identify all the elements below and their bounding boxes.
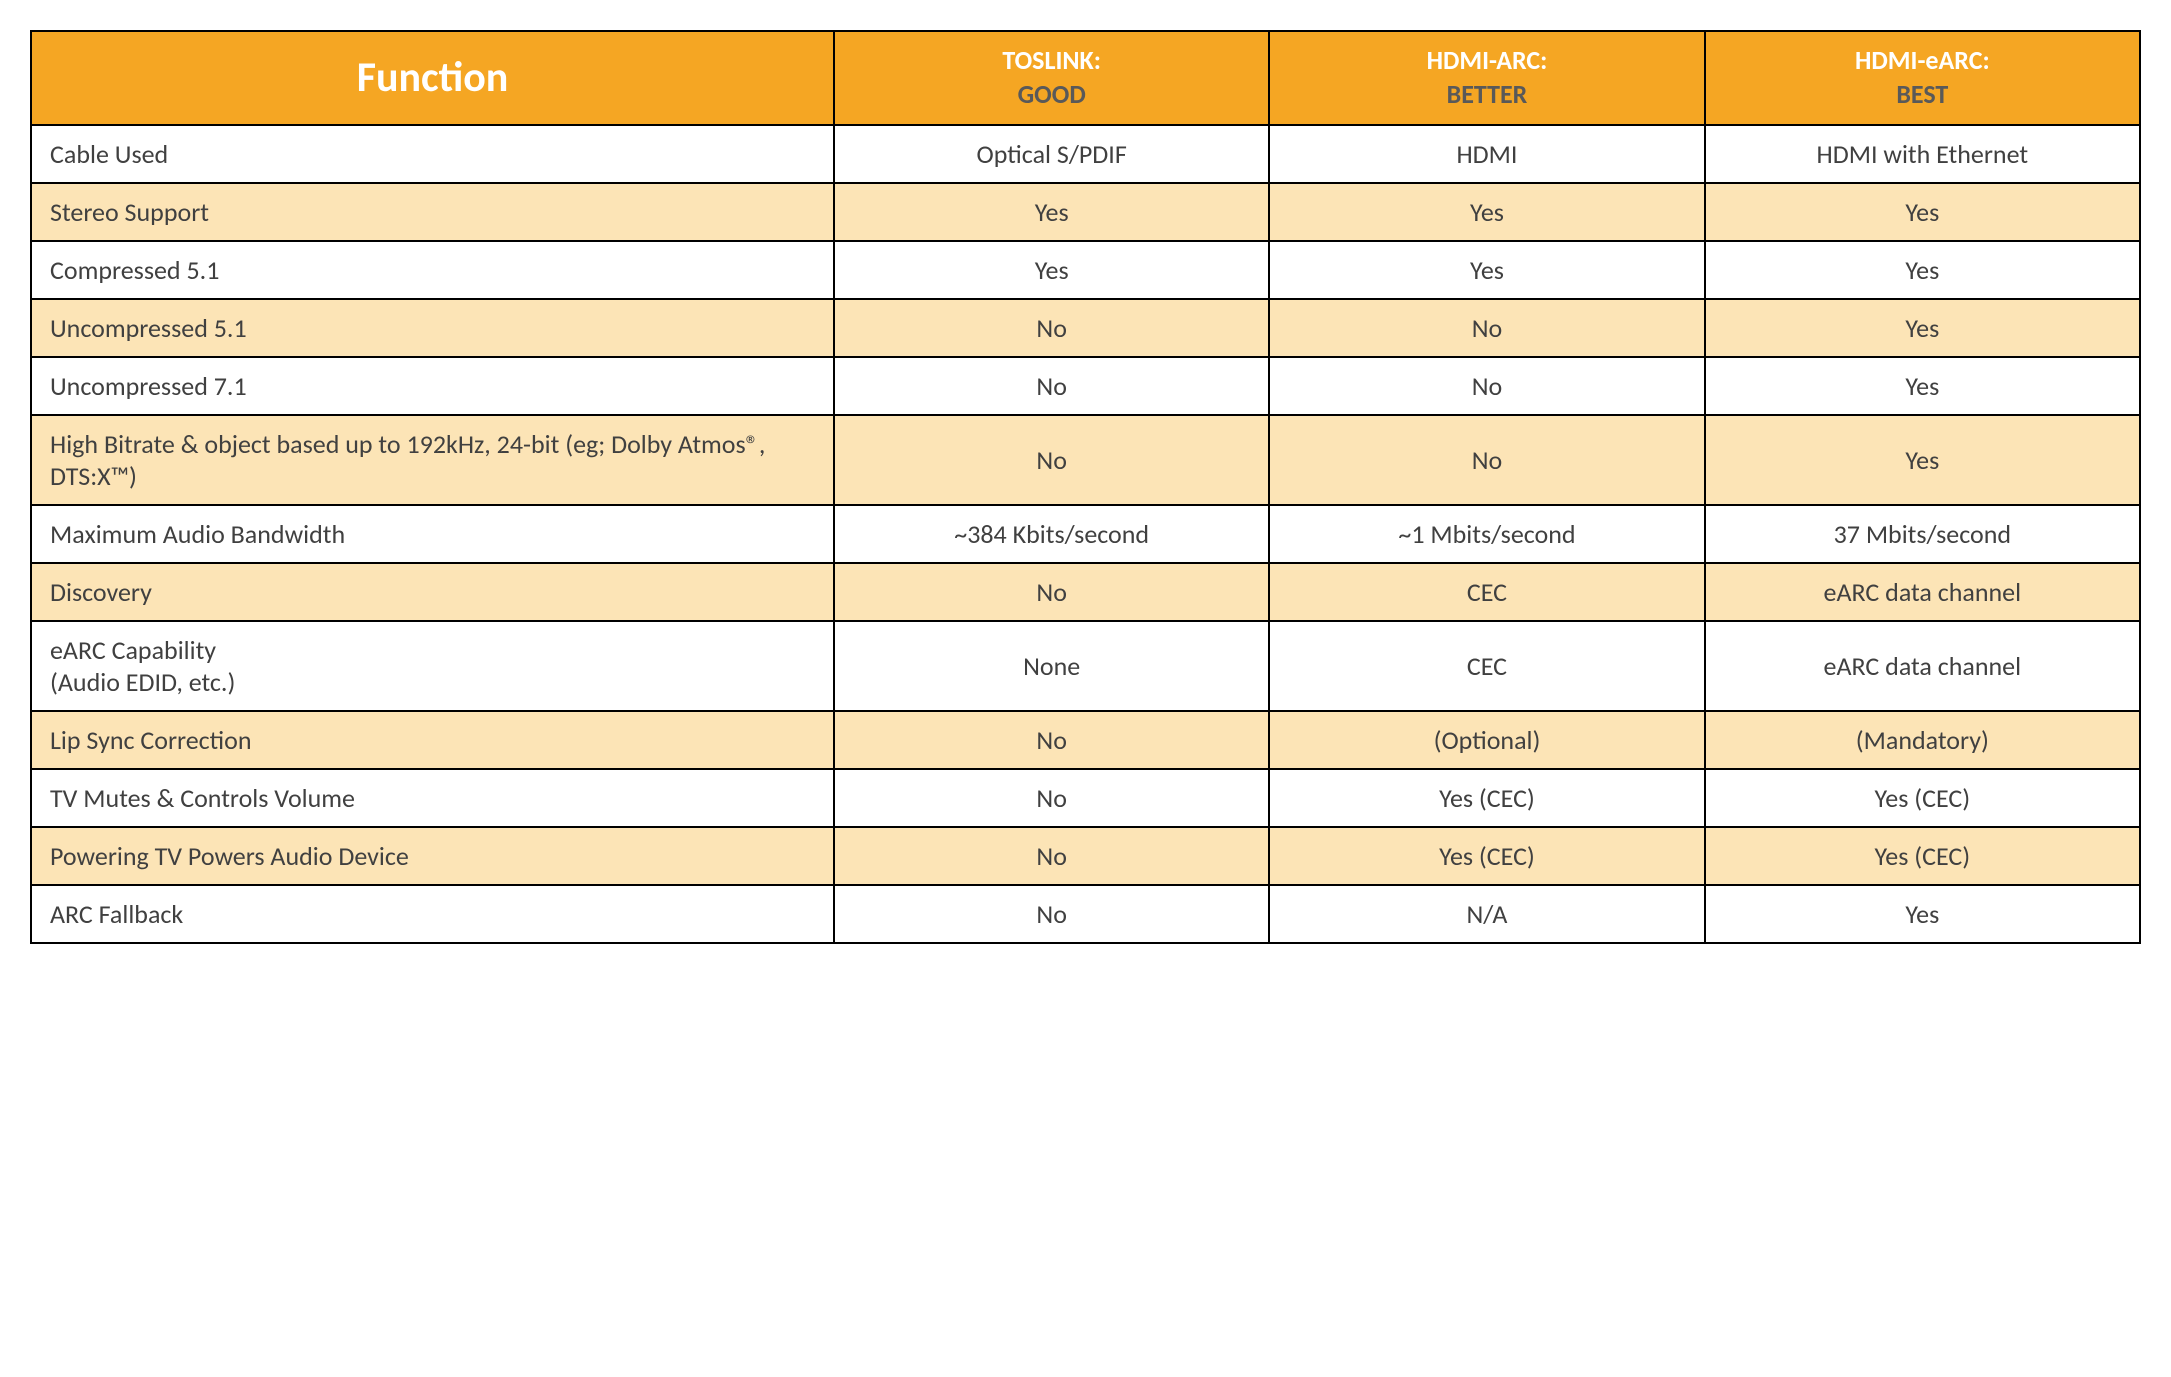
table-row: ARC FallbackNoN/AYes [31,885,2140,943]
function-cell: eARC Capability(Audio EDID, etc.) [31,621,834,711]
function-cell: Compressed 5.1 [31,241,834,299]
value-cell: No [834,885,1269,943]
header-col-line1: HDMI-eARC: [1724,44,2121,78]
function-cell: Powering TV Powers Audio Device [31,827,834,885]
value-cell: Yes [1705,415,2140,505]
table-row: Cable UsedOptical S/PDIFHDMIHDMI with Et… [31,125,2140,183]
function-cell: Uncompressed 5.1 [31,299,834,357]
value-cell: Yes [834,241,1269,299]
value-cell: Yes [1705,183,2140,241]
value-cell: 37 Mbits/second [1705,505,2140,563]
value-cell: Optical S/PDIF [834,125,1269,183]
header-col-hdmi-arc: HDMI-ARC: BETTER [1269,31,1704,125]
value-cell: Yes (CEC) [1705,827,2140,885]
value-cell: No [834,299,1269,357]
value-cell: (Optional) [1269,711,1704,769]
header-col-line2: BETTER [1288,78,1685,112]
value-cell: N/A [1269,885,1704,943]
table-row: Stereo SupportYesYesYes [31,183,2140,241]
value-cell: HDMI with Ethernet [1705,125,2140,183]
function-cell: TV Mutes & Controls Volume [31,769,834,827]
value-cell: No [834,415,1269,505]
function-cell: Lip Sync Correction [31,711,834,769]
value-cell: CEC [1269,621,1704,711]
table-row: DiscoveryNoCECeARC data channel [31,563,2140,621]
header-col-toslink: TOSLINK: GOOD [834,31,1269,125]
table-row: Uncompressed 7.1NoNoYes [31,357,2140,415]
header-function: Function [31,31,834,125]
value-cell: Yes [1705,885,2140,943]
header-col-line1: TOSLINK: [853,44,1250,78]
function-cell: High Bitrate & object based up to 192kHz… [31,415,834,505]
value-cell: No [834,769,1269,827]
value-cell: No [1269,299,1704,357]
value-cell: No [834,357,1269,415]
header-col-line2: GOOD [853,78,1250,112]
function-cell: Cable Used [31,125,834,183]
header-col-hdmi-earc: HDMI-eARC: BEST [1705,31,2140,125]
header-col-line2: BEST [1724,78,2121,112]
value-cell: ~1 Mbits/second [1269,505,1704,563]
table-row: Powering TV Powers Audio DeviceNoYes (CE… [31,827,2140,885]
value-cell: Yes (CEC) [1269,769,1704,827]
table-header-row: Function TOSLINK: GOOD HDMI-ARC: BETTER … [31,31,2140,125]
function-cell: Maximum Audio Bandwidth [31,505,834,563]
table-row: Uncompressed 5.1NoNoYes [31,299,2140,357]
value-cell: No [834,827,1269,885]
table-row: Maximum Audio Bandwidth~384 Kbits/second… [31,505,2140,563]
function-cell: Uncompressed 7.1 [31,357,834,415]
value-cell: HDMI [1269,125,1704,183]
value-cell: No [834,711,1269,769]
function-cell: Stereo Support [31,183,834,241]
table-row: TV Mutes & Controls VolumeNoYes (CEC)Yes… [31,769,2140,827]
comparison-table: Function TOSLINK: GOOD HDMI-ARC: BETTER … [30,30,2141,944]
value-cell: Yes [834,183,1269,241]
table-row: Lip Sync CorrectionNo(Optional)(Mandator… [31,711,2140,769]
value-cell: eARC data channel [1705,563,2140,621]
value-cell: Yes [1269,241,1704,299]
value-cell: Yes (CEC) [1269,827,1704,885]
value-cell: (Mandatory) [1705,711,2140,769]
value-cell: Yes [1705,357,2140,415]
table-body: Cable UsedOptical S/PDIFHDMIHDMI with Et… [31,125,2140,943]
value-cell: Yes [1705,299,2140,357]
value-cell: CEC [1269,563,1704,621]
function-cell: Discovery [31,563,834,621]
header-col-line1: HDMI-ARC: [1288,44,1685,78]
value-cell: ~384 Kbits/second [834,505,1269,563]
function-cell: ARC Fallback [31,885,834,943]
table-row: High Bitrate & object based up to 192kHz… [31,415,2140,505]
value-cell: No [1269,357,1704,415]
value-cell: eARC data channel [1705,621,2140,711]
value-cell: Yes [1269,183,1704,241]
value-cell: Yes (CEC) [1705,769,2140,827]
table-row: Compressed 5.1YesYesYes [31,241,2140,299]
value-cell: No [1269,415,1704,505]
value-cell: No [834,563,1269,621]
value-cell: Yes [1705,241,2140,299]
value-cell: None [834,621,1269,711]
table-row: eARC Capability(Audio EDID, etc.)NoneCEC… [31,621,2140,711]
